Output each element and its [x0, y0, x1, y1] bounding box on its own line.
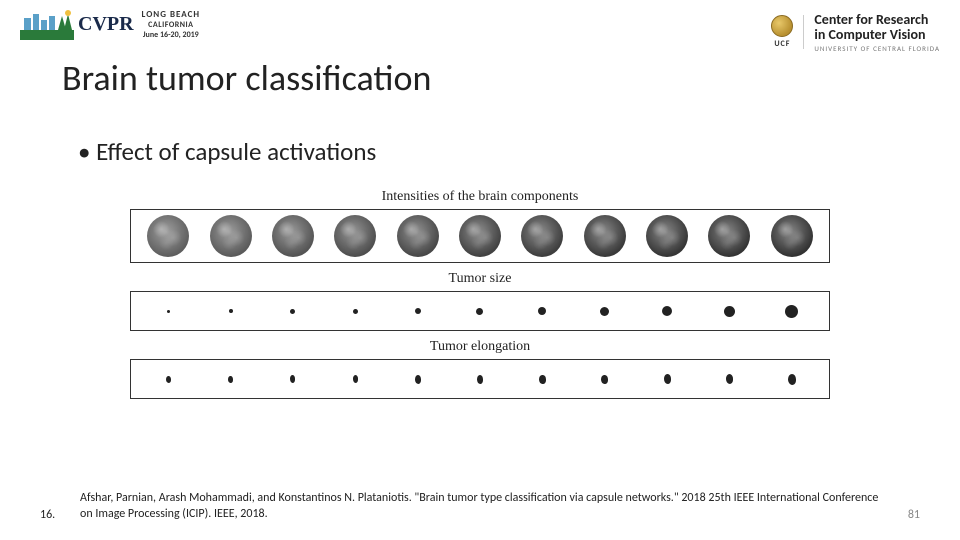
slide-footer: 16. Afshar, Parnian, Arash Mohammadi, an…: [40, 490, 920, 522]
crcv-text: Center for Research in Computer Vision U…: [814, 12, 940, 52]
tumor-size-dot: [538, 307, 546, 315]
ucf-badge: UCF: [771, 15, 793, 49]
tumor-size-dot: [662, 306, 672, 316]
cvpr-location: LONG BEACH: [142, 9, 201, 20]
tumor-size-dot: [353, 309, 359, 315]
tumor-size-dot: [229, 309, 233, 313]
cvpr-subtext: LONG BEACH CALIFORNIA June 16-20, 2019: [142, 9, 201, 40]
tumor-elongation-blob: [539, 375, 546, 384]
figure-row-brains: [130, 209, 830, 263]
crcv-sub: UNIVERSITY OF CENTRAL FLORIDA: [814, 45, 940, 53]
cvpr-text: CVPR: [78, 13, 134, 36]
cvpr-dates: June 16-20, 2019: [143, 30, 199, 40]
brain-sample: [521, 215, 563, 257]
brain-sample: [210, 215, 252, 257]
tumor-elongation-blob: [166, 376, 171, 383]
brain-sample: [147, 215, 189, 257]
figure-label-3: Tumor elongation: [430, 339, 530, 355]
brain-sample: [708, 215, 750, 257]
tumor-elongation-blob: [228, 376, 233, 384]
tumor-size-dot: [415, 308, 421, 314]
tumor-elongation-blob: [726, 374, 734, 384]
ucf-seal-icon: [771, 15, 793, 37]
brain-sample: [771, 215, 813, 257]
reference-number: 16.: [40, 508, 62, 522]
cvpr-illustration: [20, 8, 74, 40]
tumor-size-dot: [167, 310, 170, 313]
tumor-size-dot: [600, 307, 609, 316]
brain-sample: [459, 215, 501, 257]
tumor-elongation-blob: [477, 375, 483, 384]
crcv-line1: Center for Research: [814, 12, 940, 27]
figure-row-tumor-size: [130, 291, 830, 331]
crcv-line2: in Computer Vision: [814, 27, 940, 42]
tumor-size-dot: [290, 309, 295, 314]
logo-divider: [803, 15, 804, 49]
slide-header: CVPR LONG BEACH CALIFORNIA June 16-20, 2…: [0, 0, 960, 52]
tumor-elongation-blob: [601, 375, 608, 385]
brain-sample: [646, 215, 688, 257]
figure: Intensities of the brain components Tumo…: [130, 189, 830, 407]
bullet-point: Effect of capsule activations: [78, 136, 960, 167]
figure-row-tumor-elongation: [130, 359, 830, 399]
ucf-logo-group: UCF Center for Research in Computer Visi…: [771, 8, 940, 52]
figure-label-2: Tumor size: [449, 271, 512, 287]
page-number: 81: [908, 508, 920, 522]
cvpr-logo: CVPR LONG BEACH CALIFORNIA June 16-20, 2…: [20, 8, 200, 40]
ucf-label: UCF: [774, 39, 790, 49]
tumor-elongation-blob: [788, 374, 796, 385]
tumor-elongation-blob: [415, 375, 421, 384]
brain-sample: [272, 215, 314, 257]
reference-text: Afshar, Parnian, Arash Mohammadi, and Ko…: [80, 490, 890, 522]
tumor-size-dot: [785, 305, 798, 318]
brain-sample: [584, 215, 626, 257]
tumor-size-dot: [476, 308, 483, 315]
brain-sample: [397, 215, 439, 257]
cvpr-state: CALIFORNIA: [148, 20, 193, 30]
slide-title: Brain tumor classification: [62, 56, 960, 100]
tumor-size-dot: [724, 306, 735, 317]
tumor-elongation-blob: [290, 375, 295, 383]
brain-sample: [334, 215, 376, 257]
tumor-elongation-blob: [664, 374, 671, 384]
figure-label-1: Intensities of the brain components: [382, 189, 579, 205]
tumor-elongation-blob: [353, 375, 359, 383]
